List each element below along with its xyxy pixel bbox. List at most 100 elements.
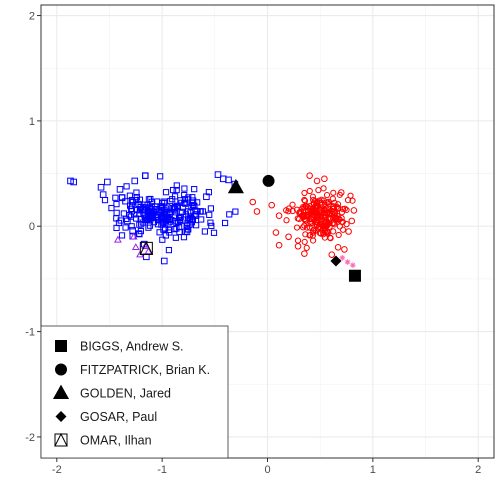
data-point bbox=[350, 262, 356, 269]
data-point bbox=[131, 177, 139, 185]
data-point bbox=[253, 208, 261, 215]
data-point bbox=[325, 198, 332, 205]
data-point bbox=[348, 217, 356, 225]
data-point bbox=[198, 216, 205, 223]
data-point bbox=[177, 197, 184, 204]
data-point bbox=[97, 183, 105, 191]
data-point bbox=[135, 230, 143, 237]
data-point bbox=[311, 209, 318, 216]
data-point bbox=[169, 186, 177, 194]
data-point bbox=[201, 228, 208, 235]
data-point bbox=[191, 186, 198, 193]
data-point bbox=[226, 211, 233, 218]
data-point bbox=[118, 194, 126, 202]
data-point bbox=[188, 215, 195, 222]
data-point bbox=[317, 220, 324, 227]
highlight-point bbox=[330, 255, 342, 267]
data-point bbox=[301, 189, 308, 197]
data-point bbox=[307, 220, 314, 227]
data-point bbox=[167, 197, 174, 205]
data-point bbox=[289, 201, 296, 208]
data-point bbox=[301, 250, 308, 257]
y-tick-label: 0 bbox=[29, 221, 35, 233]
data-point bbox=[311, 226, 318, 233]
data-point bbox=[309, 193, 317, 200]
data-point bbox=[160, 257, 168, 265]
data-point bbox=[197, 208, 204, 215]
legend-label: BIGGS, Andrew S. bbox=[80, 340, 184, 354]
data-point bbox=[161, 225, 169, 232]
data-point bbox=[303, 224, 311, 231]
data-point bbox=[123, 183, 130, 190]
data-point bbox=[310, 229, 317, 236]
data-point bbox=[341, 246, 348, 253]
legend-label: GOSAR, Paul bbox=[80, 410, 157, 424]
data-point bbox=[268, 201, 276, 209]
data-point bbox=[181, 185, 188, 192]
data-point bbox=[303, 244, 310, 251]
data-point bbox=[302, 212, 309, 219]
data-point bbox=[158, 213, 165, 220]
legend-key-icon bbox=[55, 340, 67, 352]
data-point bbox=[148, 198, 155, 205]
data-point bbox=[185, 194, 192, 201]
data-point bbox=[206, 211, 213, 218]
data-point bbox=[329, 195, 336, 202]
data-point bbox=[142, 216, 149, 224]
data-point bbox=[345, 228, 352, 235]
data-point bbox=[118, 232, 126, 239]
x-tick-label: -2 bbox=[52, 464, 62, 476]
highlight-point-triangle bbox=[139, 241, 154, 255]
data-point bbox=[171, 226, 178, 233]
data-point bbox=[171, 193, 179, 200]
data-point bbox=[172, 234, 179, 241]
data-point bbox=[289, 207, 296, 215]
legend: BIGGS, Andrew S. FITZPATRICK, Brian K. GOL… bbox=[40, 325, 229, 459]
legend-key-icon bbox=[55, 363, 67, 376]
legend-key-icon-triangle bbox=[54, 432, 68, 447]
data-point bbox=[129, 199, 137, 206]
data-point bbox=[232, 208, 239, 215]
y-tick-label: 1 bbox=[29, 116, 35, 128]
data-point bbox=[141, 172, 149, 179]
data-point bbox=[309, 232, 316, 239]
x-tick-label: 0 bbox=[264, 464, 270, 476]
data-point bbox=[335, 231, 342, 239]
data-point bbox=[112, 194, 119, 201]
data-point bbox=[326, 210, 333, 218]
legend-key-icon bbox=[55, 411, 67, 422]
data-point bbox=[301, 238, 308, 246]
data-point bbox=[306, 172, 313, 179]
data-point bbox=[164, 213, 172, 221]
data-point bbox=[210, 229, 218, 236]
data-point bbox=[158, 203, 165, 210]
data-point bbox=[182, 211, 189, 218]
data-point bbox=[162, 189, 170, 196]
data-point bbox=[338, 218, 345, 225]
data-point bbox=[301, 196, 308, 204]
highlight-point bbox=[348, 269, 361, 282]
data-point bbox=[177, 217, 184, 224]
data-point bbox=[313, 219, 320, 226]
data-point bbox=[189, 201, 197, 209]
data-point-stroke bbox=[345, 259, 350, 265]
legend-label: GOLDEN, Jared bbox=[80, 387, 171, 401]
data-point bbox=[207, 219, 214, 226]
data-point bbox=[128, 202, 136, 209]
data-point bbox=[184, 196, 191, 203]
data-point bbox=[275, 241, 283, 249]
data-point bbox=[315, 187, 322, 194]
data-point-stroke bbox=[339, 255, 345, 261]
y-tick-label: 2 bbox=[29, 11, 35, 23]
data-point bbox=[337, 189, 345, 196]
data-point bbox=[301, 204, 308, 211]
data-point bbox=[141, 242, 150, 249]
data-point bbox=[293, 206, 301, 213]
data-point bbox=[113, 235, 122, 243]
data-point bbox=[122, 224, 129, 231]
data-point bbox=[306, 187, 313, 195]
data-point bbox=[158, 221, 165, 228]
x-tick-label: 2 bbox=[475, 464, 481, 476]
data-point bbox=[129, 232, 138, 240]
data-point bbox=[147, 206, 154, 213]
